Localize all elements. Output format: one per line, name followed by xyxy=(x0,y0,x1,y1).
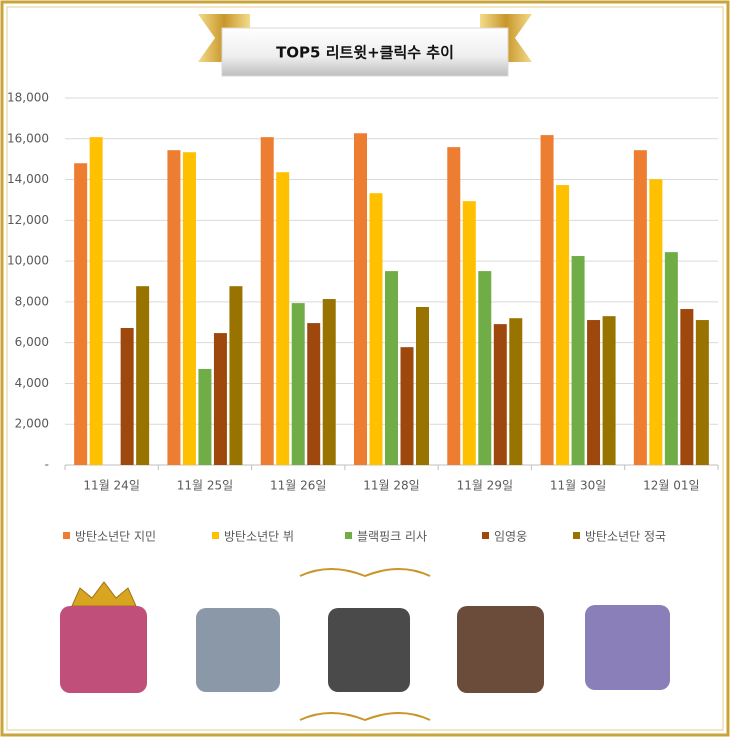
bar xyxy=(136,286,150,465)
x-tick-label: 11월 29일 xyxy=(457,479,513,493)
bar xyxy=(89,137,103,465)
bar xyxy=(400,347,414,465)
legend-swatch xyxy=(212,532,219,539)
legend-swatch xyxy=(482,532,489,539)
bar xyxy=(198,368,212,465)
bar xyxy=(213,333,227,465)
x-tick-label: 11월 25일 xyxy=(177,479,233,493)
legend-swatch xyxy=(573,532,580,539)
bar xyxy=(120,327,134,465)
legend-label: 방탄소년단 정국 xyxy=(585,530,666,544)
y-tick-label: 12,000 xyxy=(7,213,49,227)
bar xyxy=(478,271,492,465)
legend-label: 방탄소년단 지민 xyxy=(75,530,156,544)
bar xyxy=(447,147,461,466)
legend-swatch xyxy=(345,532,352,539)
bar xyxy=(74,163,88,465)
y-tick-label: 8,000 xyxy=(15,294,49,308)
y-tick-label: - xyxy=(45,458,49,472)
legend-label: 임영웅 xyxy=(494,530,527,544)
bar xyxy=(664,252,678,465)
bar xyxy=(229,286,243,465)
bar xyxy=(385,271,398,465)
legend-label: 블랙핑크 리사 xyxy=(357,530,427,544)
legend-label: 방탄소년단 뷔 xyxy=(224,530,294,544)
bar xyxy=(680,309,694,465)
bar xyxy=(307,323,321,465)
y-tick-label: 2,000 xyxy=(15,417,49,431)
bar xyxy=(167,150,181,465)
legend-swatch xyxy=(63,532,70,539)
bar xyxy=(354,133,367,466)
y-tick-label: 18,000 xyxy=(7,91,49,105)
inner-frame xyxy=(6,6,724,731)
y-tick-label: 14,000 xyxy=(7,172,49,186)
bar xyxy=(587,320,601,465)
title-banner xyxy=(198,14,532,77)
bar xyxy=(556,185,570,466)
bar xyxy=(322,299,336,465)
bar xyxy=(416,306,429,465)
bar xyxy=(571,256,585,465)
y-tick-label: 16,000 xyxy=(7,131,49,145)
x-tick-label: 11월 28일 xyxy=(363,479,419,493)
bar xyxy=(602,316,616,465)
bar xyxy=(540,135,554,465)
bar xyxy=(369,193,383,465)
chart-title: TOP5 리트윗+클릭수 추이 xyxy=(276,44,454,62)
bar xyxy=(291,303,305,465)
y-tick-label: 6,000 xyxy=(15,335,49,349)
bar xyxy=(649,179,663,466)
plot-area: - 2,000 4,000 6,000 8,000 10,000 12,000 14,000 1… xyxy=(7,91,719,544)
x-tick-label: 11월 30일 xyxy=(550,479,606,493)
y-tick-label: 10,000 xyxy=(7,254,49,268)
bar xyxy=(462,201,476,465)
y-tick-label: 4,000 xyxy=(15,376,49,390)
bar xyxy=(633,150,647,465)
photos xyxy=(60,605,670,693)
bar xyxy=(695,320,709,465)
bar xyxy=(493,324,507,465)
bar xyxy=(260,137,274,465)
bar xyxy=(509,318,523,465)
x-tick-label: 11월 26일 xyxy=(270,479,326,493)
x-tick-label: 11월 24일 xyxy=(83,479,139,493)
x-tick-label: 12월 01일 xyxy=(643,479,699,493)
ornament xyxy=(40,568,690,722)
bar xyxy=(276,172,290,465)
bar xyxy=(182,152,196,466)
